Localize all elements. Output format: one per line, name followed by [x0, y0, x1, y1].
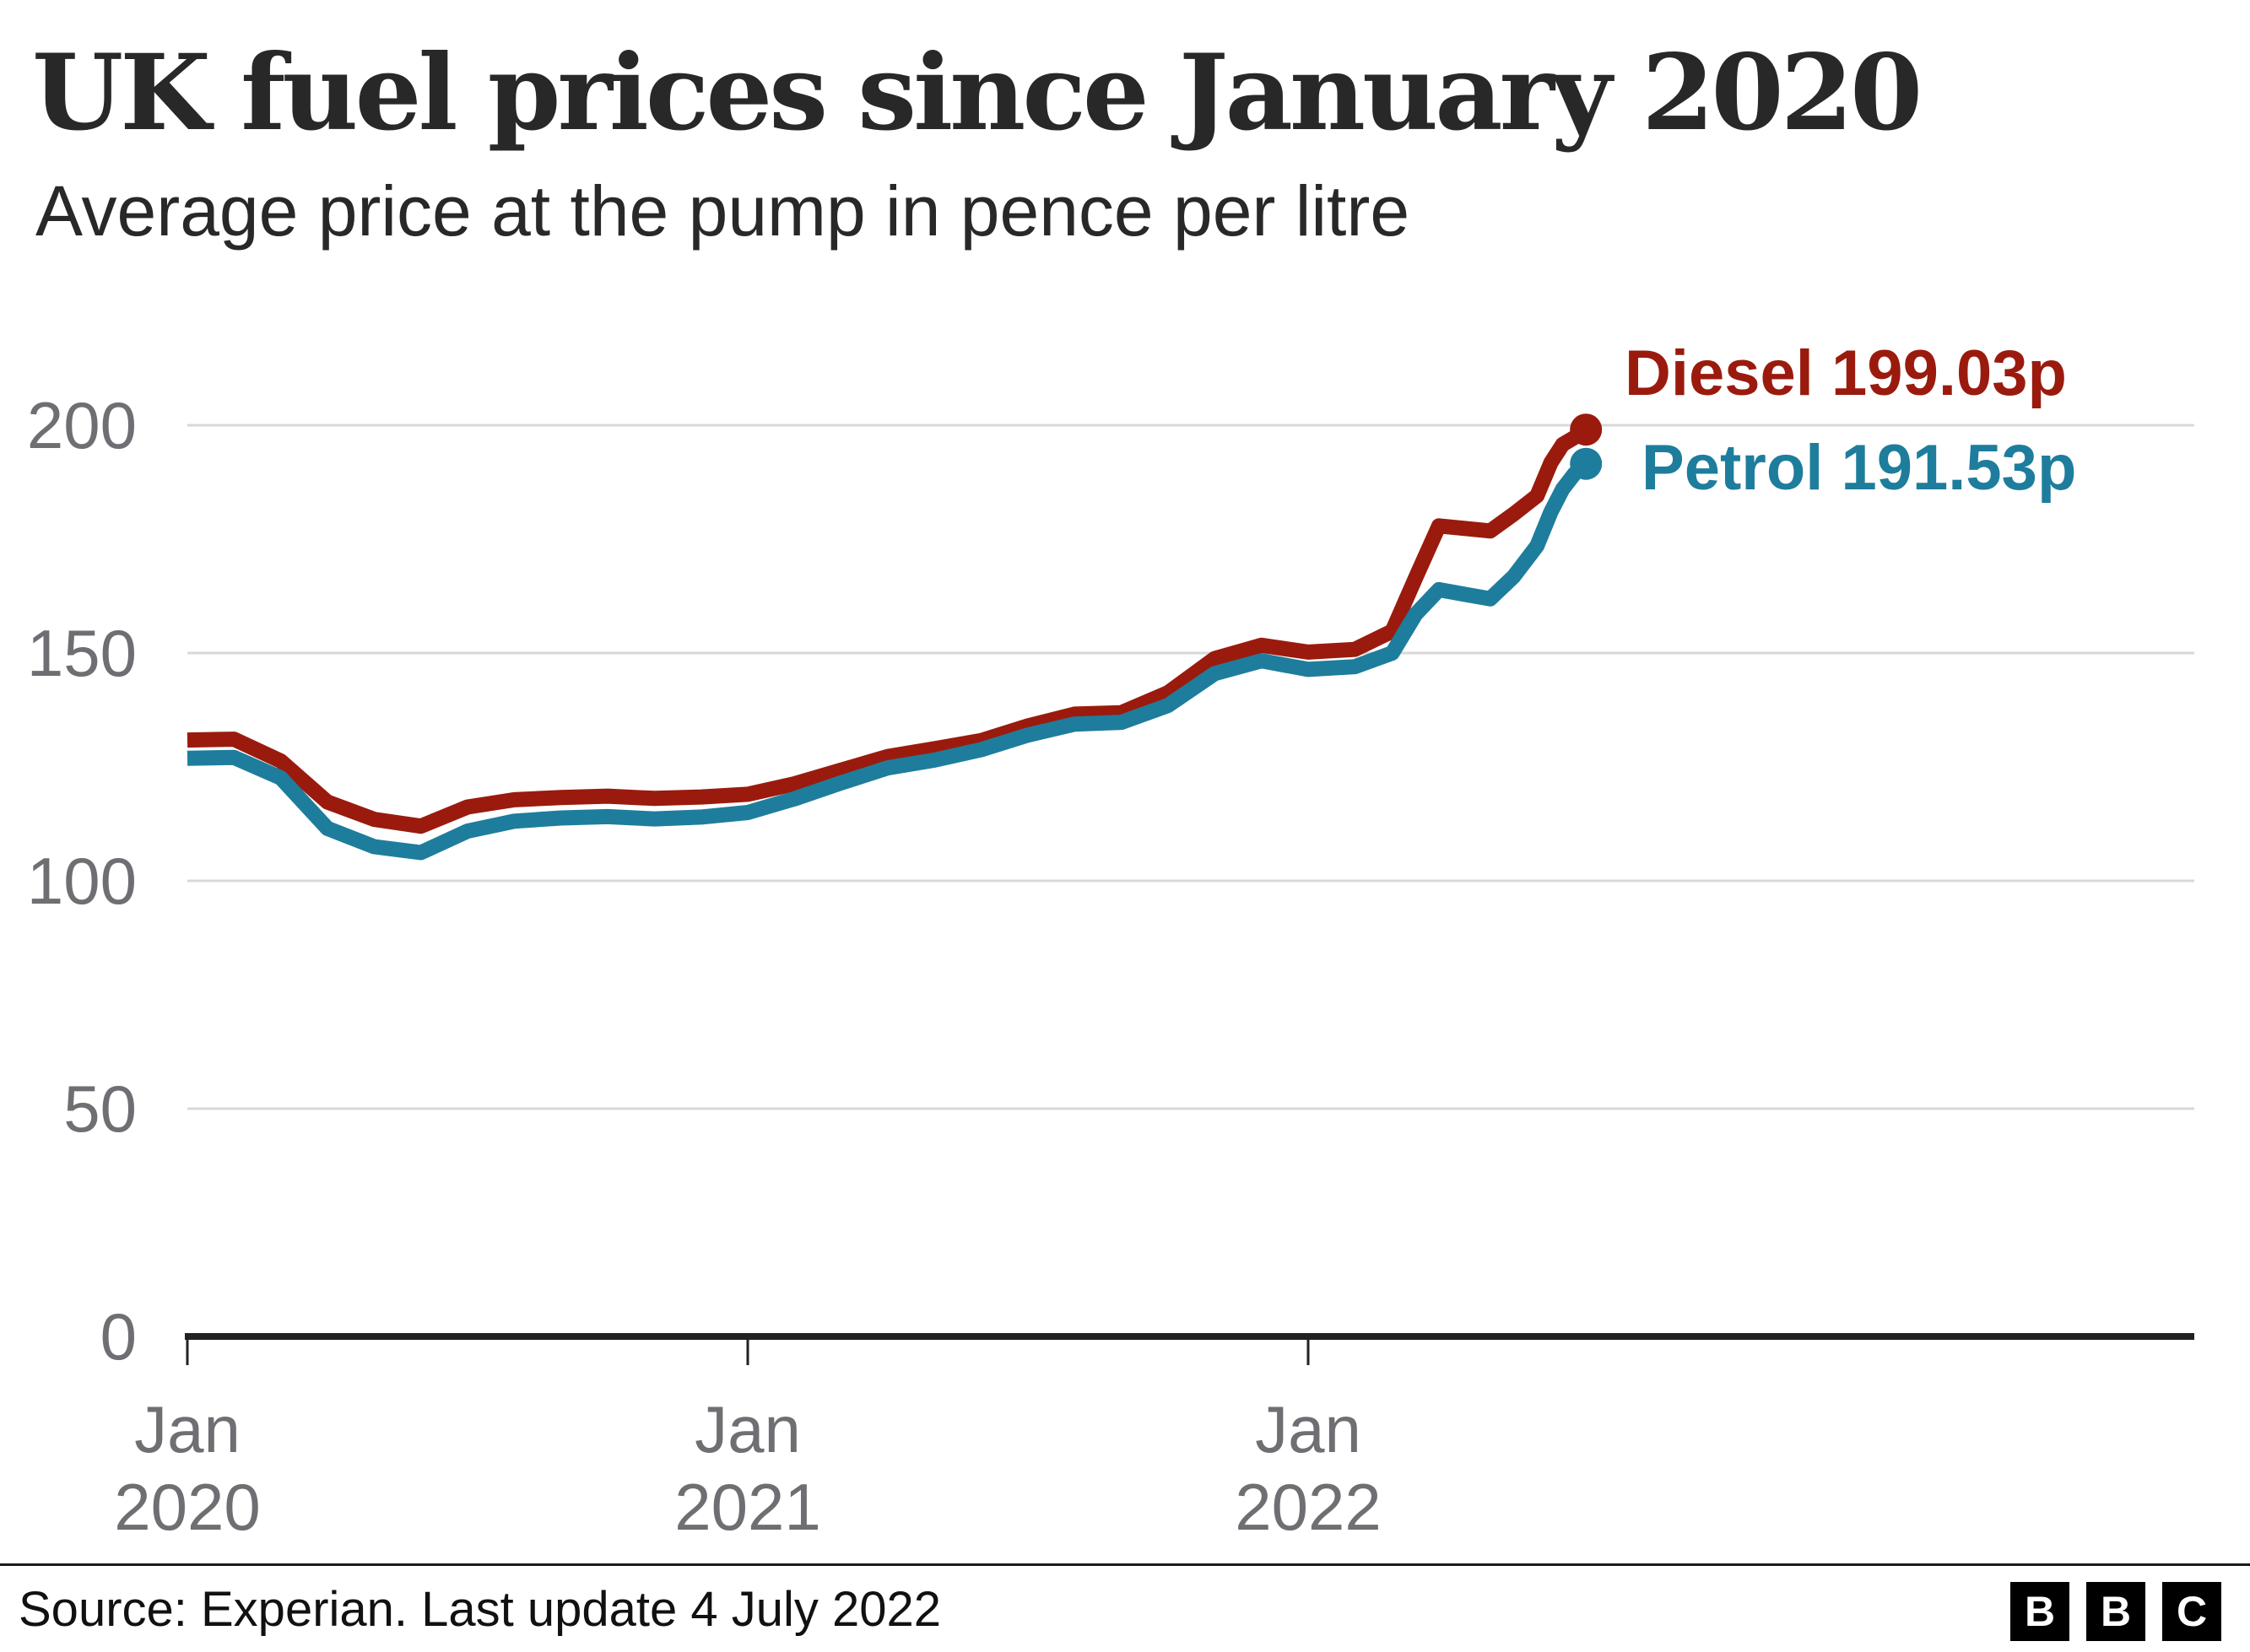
x-axis-label-year: 2020: [114, 1470, 261, 1544]
footer-divider: [0, 1563, 2250, 1566]
bbc-logo-block-b1: B: [2010, 1582, 2069, 1641]
x-axis-label-year: 2022: [1235, 1470, 1382, 1544]
y-axis-label: 100: [26, 844, 137, 918]
gridlines: [187, 424, 2194, 1110]
petrol-series-label: Petrol 191.53p: [1642, 432, 2077, 504]
x-axis-label-month: Jan: [134, 1392, 241, 1466]
bbc-logo: B B C: [2010, 1582, 2221, 1641]
x-axis-label-month: Jan: [695, 1392, 801, 1466]
source-attribution: Source: Experian. Last update 4 July 202…: [19, 1582, 942, 1637]
x-axis-label-year: 2021: [674, 1470, 821, 1544]
petrol-line: [187, 457, 1592, 861]
y-axis-label: 200: [26, 388, 137, 462]
y-axis-label: 0: [100, 1299, 137, 1374]
y-axis-label: 50: [63, 1072, 137, 1146]
page-title: UK fuel prices since January 2020: [32, 32, 1923, 154]
x-axis-label: Jan 2020: [52, 1390, 322, 1546]
diesel-end-dot: [1570, 413, 1603, 446]
diesel-series-label: Diesel 199.03p: [1625, 337, 2067, 409]
x-axis: [185, 1333, 2194, 1365]
bbc-logo-block-b2: B: [2086, 1582, 2145, 1641]
y-axis-label: 150: [26, 616, 137, 690]
series-lines: [187, 423, 1592, 861]
x-axis-label-month: Jan: [1255, 1392, 1361, 1466]
page-subtitle: Average price at the pump in pence per l…: [35, 171, 1410, 251]
x-axis-label: Jan 2021: [613, 1390, 883, 1546]
petrol-end-dot: [1570, 447, 1603, 480]
end-dots: [1570, 413, 1603, 480]
bbc-logo-block-c: C: [2162, 1582, 2221, 1641]
x-axis-label: Jan 2022: [1173, 1390, 1443, 1546]
diesel-line: [187, 423, 1591, 834]
